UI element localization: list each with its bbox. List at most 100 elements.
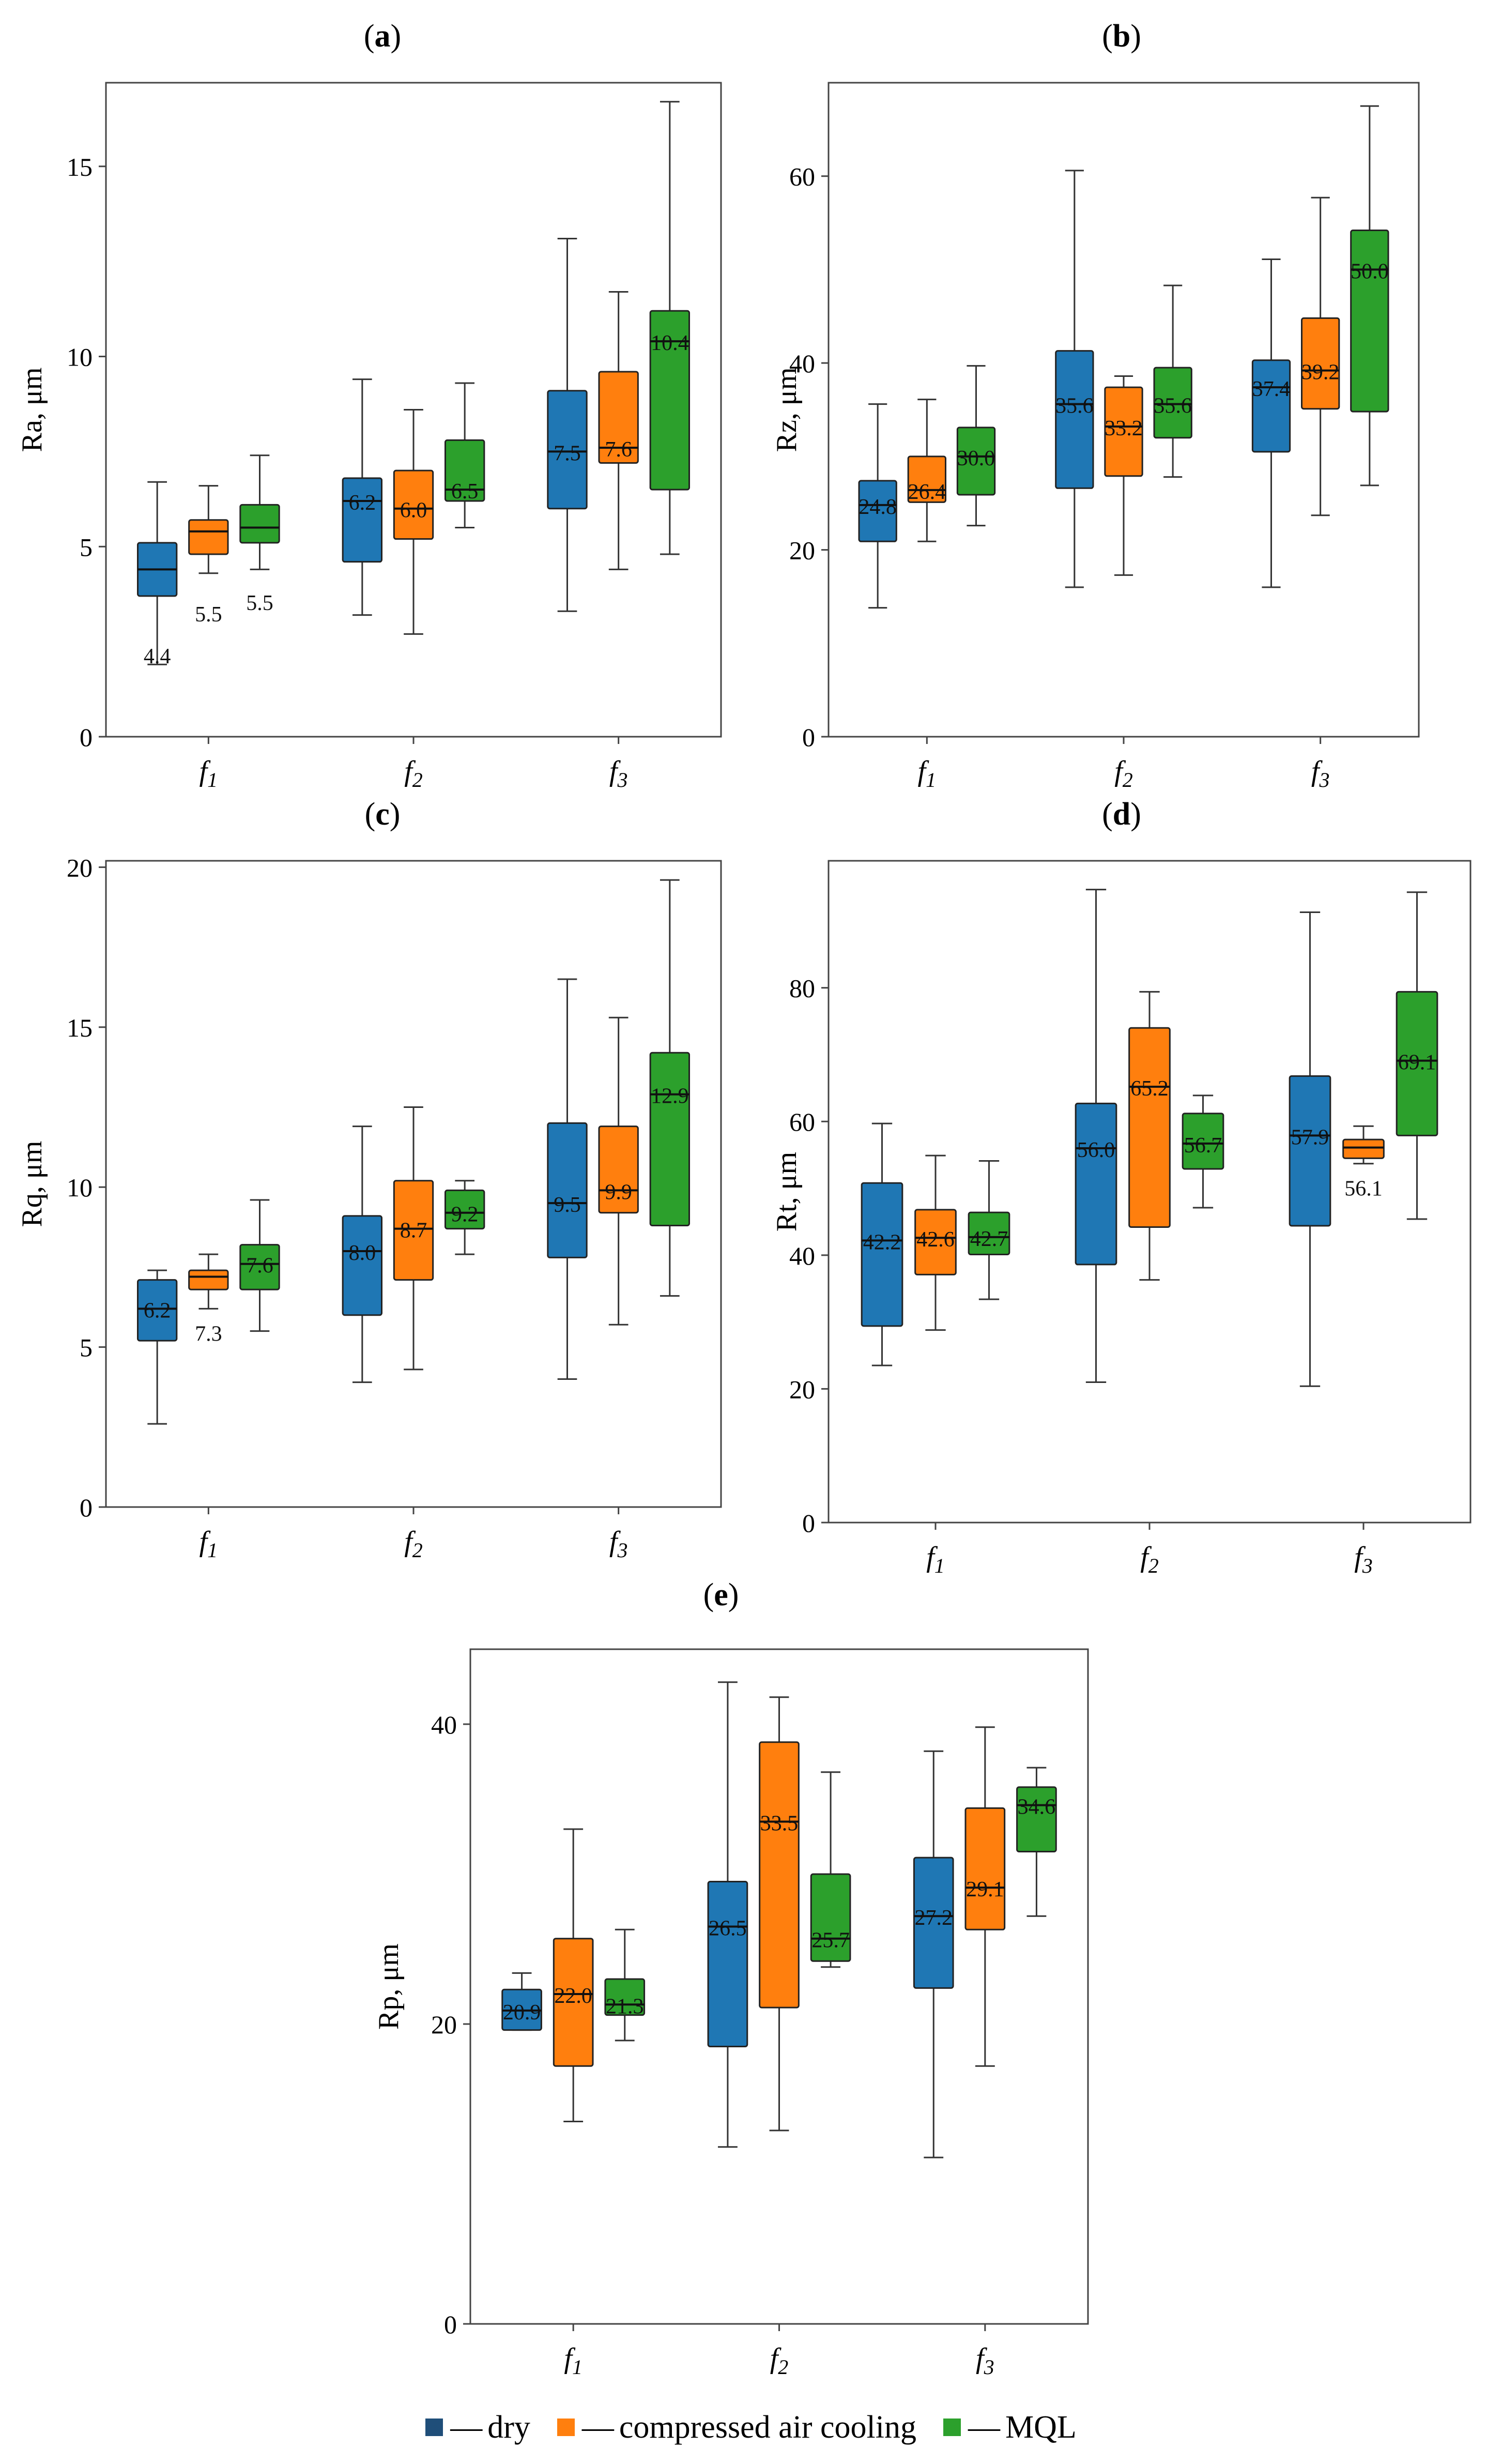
- data-label: 9.9: [605, 1180, 632, 1204]
- data-label: 10.4: [651, 331, 689, 355]
- box-iqr: [547, 1122, 588, 1258]
- box-iqr: [913, 1857, 954, 1989]
- box-compressed-air-cooling-f2: 6.0: [393, 409, 434, 635]
- panel-c: (c) 0 5 10 15 20 Rq, μm f1 6.2 7.3 7.6 f2 8.0 8.7 9.2 f…: [16, 797, 722, 1562]
- legend-dash: —: [968, 2409, 1000, 2445]
- box-mql-f2: 9.2: [444, 1180, 485, 1255]
- box-iqr: [1251, 359, 1291, 453]
- data-label: 7.6: [605, 438, 632, 462]
- data-label: 33.5: [760, 1812, 799, 1836]
- box-compressed-air-cooling-f2: 33.2: [1104, 375, 1143, 576]
- legend-label-mql: MQL: [1005, 2409, 1077, 2445]
- y-tick-label: 40: [789, 1241, 815, 1270]
- box-iqr: [188, 1269, 229, 1290]
- box-iqr: [914, 1209, 957, 1275]
- x-tick-label-f1: f1: [200, 755, 218, 792]
- legend-item-compressed-air: — compressed air cooling: [557, 2409, 916, 2446]
- box-iqr: [444, 439, 485, 502]
- legend-item-dry: — dry: [425, 2409, 530, 2446]
- box-compressed-air-cooling-f1: 5.5: [188, 485, 229, 627]
- data-label: 6.2: [349, 491, 376, 515]
- box-iqr: [444, 1189, 485, 1230]
- panel-a: (a) 0 5 10 15 Ra, μm f1 4.4 5.5 5.5 f2 6.2 6.0 6.5 f3 7…: [16, 19, 722, 792]
- data-label: 26.5: [709, 1917, 747, 1941]
- legend-dash: —: [450, 2409, 483, 2445]
- data-label: 25.7: [811, 1929, 850, 1953]
- box-iqr: [1153, 367, 1192, 439]
- box-iqr: [1289, 1075, 1331, 1227]
- x-tick-label-f1: f1: [564, 2343, 583, 2379]
- y-tick-label: 60: [789, 1107, 815, 1136]
- panel-title: (b): [1102, 19, 1141, 54]
- box-mql-f1: 42.7: [968, 1160, 1010, 1300]
- y-tick-label: 10: [67, 343, 93, 372]
- data-label: 20.9: [503, 2001, 541, 2025]
- box-dry-f1: 42.2: [861, 1122, 903, 1366]
- data-label: 30.0: [957, 447, 995, 470]
- data-label: 6.2: [144, 1299, 171, 1322]
- box-dry-f3: 27.2: [913, 1750, 954, 2158]
- legend-item-mql: — MQL: [943, 2409, 1077, 2446]
- panel-title: (d): [1102, 797, 1141, 832]
- x-tick-label-f2: f2: [1114, 755, 1133, 792]
- box-iqr: [956, 427, 996, 496]
- data-label: 5.5: [246, 591, 273, 615]
- x-tick-label-f1: f1: [918, 755, 937, 792]
- y-tick-label: 40: [431, 1710, 457, 1739]
- data-label: 33.2: [1105, 417, 1143, 440]
- x-tick-label-f1: f1: [200, 1526, 218, 1562]
- box-iqr: [136, 1279, 178, 1342]
- box-iqr: [342, 1215, 383, 1316]
- box-compressed-air-cooling-f2: 33.5: [759, 1696, 800, 2132]
- data-label: 34.6: [1018, 1796, 1056, 1819]
- box-iqr: [1016, 1786, 1057, 1853]
- legend-swatch-compressed-air: [557, 2419, 575, 2436]
- box-iqr: [1182, 1113, 1224, 1170]
- box-mql-f3: 10.4: [649, 101, 691, 555]
- legend-dash: —: [581, 2409, 614, 2445]
- box-dry-f2: 35.6: [1055, 170, 1094, 588]
- x-tick-label-f2: f2: [404, 755, 423, 792]
- box-dry-f3: 37.4: [1251, 258, 1291, 588]
- box-mql-f1: 7.6: [239, 1199, 280, 1332]
- data-label: 42.7: [970, 1227, 1008, 1251]
- box-dry-f1: 4.4: [136, 481, 178, 668]
- box-dry-f1: 24.8: [858, 403, 897, 609]
- box-iqr: [547, 390, 588, 510]
- y-axis-label: Rp, μm: [373, 1943, 405, 2030]
- data-label: 8.7: [400, 1219, 427, 1243]
- panel-title: (c): [365, 797, 401, 832]
- panel-title: (e): [703, 1577, 739, 1613]
- x-tick-label-f3: f3: [609, 755, 628, 792]
- data-label: 4.4: [144, 645, 171, 668]
- legend-label-dry: dry: [487, 2409, 530, 2445]
- panel-title: (a): [364, 19, 401, 54]
- x-tick-label-f1: f1: [926, 1541, 945, 1577]
- box-dry-f1: 6.2: [136, 1269, 178, 1425]
- box-iqr: [1396, 991, 1438, 1136]
- x-tick-label-f3: f3: [609, 1526, 628, 1562]
- y-tick-label: 5: [80, 1333, 93, 1362]
- data-label: 50.0: [1351, 260, 1389, 283]
- y-tick-label: 60: [789, 162, 815, 191]
- y-tick-label: 40: [789, 349, 815, 378]
- box-iqr: [649, 1052, 691, 1226]
- x-tick-label-f2: f2: [1140, 1541, 1159, 1577]
- x-tick-label-f3: f3: [976, 2343, 994, 2379]
- panel-b: (b) 0 20 40 60 Rz, μm f1 24.8 26.4 30.0 f2 35.6 33.2…: [771, 19, 1420, 792]
- box-compressed-air-cooling-f2: 65.2: [1128, 991, 1171, 1281]
- box-iqr: [759, 1741, 800, 2009]
- data-label: 37.4: [1252, 377, 1291, 401]
- y-axis-label: Rz, μm: [771, 368, 803, 452]
- box-mql-f3: 69.1: [1396, 891, 1438, 1220]
- box-compressed-air-cooling-f3: 7.6: [598, 291, 639, 570]
- box-dry-f1: 20.9: [501, 1972, 542, 2031]
- box-compressed-air-cooling-f3: 56.1: [1342, 1125, 1385, 1201]
- box-iqr: [604, 1978, 646, 2016]
- y-tick-label: 20: [67, 853, 93, 882]
- box-compressed-air-cooling-f1: 26.4: [907, 399, 946, 542]
- box-iqr: [861, 1182, 903, 1327]
- data-label: 27.2: [915, 1906, 953, 1930]
- data-label: 22.0: [554, 1984, 592, 2008]
